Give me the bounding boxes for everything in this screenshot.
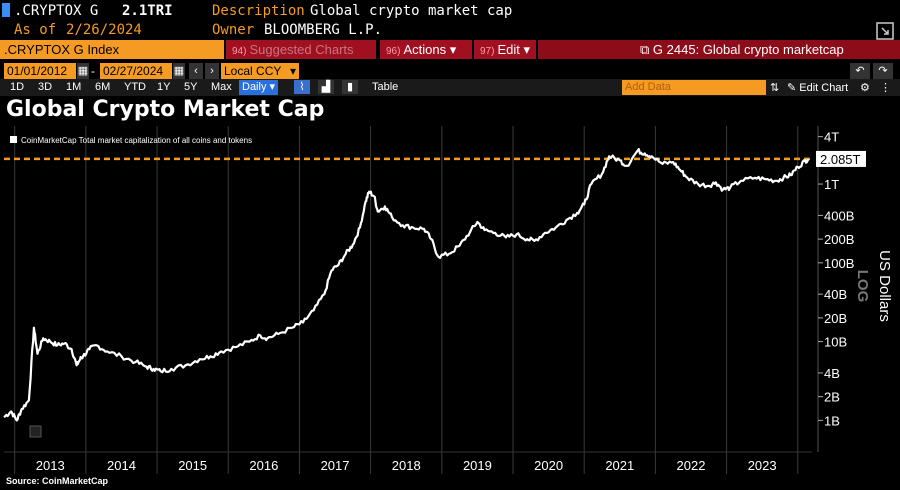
frequency-select[interactable]: Daily ▾ (239, 80, 279, 95)
legend-swatch (10, 136, 17, 143)
chart-type-arrows-icon[interactable]: ⇅ (770, 82, 780, 94)
next-period-button[interactable]: › (205, 63, 219, 79)
x-tick-label: 2016 (249, 458, 278, 473)
frequency-value: Daily (242, 81, 267, 93)
bar-chart-icon[interactable]: ▮ (342, 80, 358, 94)
y-tick-label: 40B (824, 287, 847, 302)
owner-value: BLOOMBERG L.P. (264, 22, 383, 38)
x-tick-label: 2018 (392, 458, 421, 473)
start-date-input[interactable]: 01/01/2012 (4, 63, 76, 79)
x-tick-label: 2017 (321, 458, 350, 473)
period-ytd[interactable]: YTD (124, 81, 146, 93)
last-value: 2.1TRI (122, 3, 173, 19)
period-1m[interactable]: 1M (66, 81, 82, 93)
x-tick-label: 2019 (463, 458, 492, 473)
prev-period-button[interactable]: ‹ (189, 63, 203, 79)
undo-icon[interactable]: ↶ (850, 63, 870, 79)
actions-button[interactable]: 96) Actions ▾ (380, 40, 472, 59)
series-line (3, 148, 810, 422)
external-link-icon: ⧉ (640, 42, 650, 57)
add-data-input[interactable]: Add Data (622, 80, 766, 95)
y-tick-label: 400B (824, 208, 854, 223)
y-tick-label: 4B (824, 366, 840, 381)
actions-label: Actions (403, 42, 447, 57)
edit-button[interactable]: 97) Edit ▾ (474, 40, 536, 59)
header-row-2: As of 2/26/2024 Owner BLOOMBERG L.P. (0, 21, 900, 40)
owner-label: Owner (212, 22, 255, 38)
x-tick-label: 2021 (605, 458, 634, 473)
ticker-marker (2, 3, 10, 17)
header-row-1: .CRYPTOX G 2.1TRI Description Global cry… (0, 2, 900, 21)
x-tick-label: 2015 (178, 458, 207, 473)
redo-icon[interactable]: ↷ (873, 63, 893, 79)
actions-dropdown-icon: ▾ (449, 42, 457, 57)
y-axis-label: US Dollars (876, 250, 893, 322)
last-value-label: 2.085T (820, 152, 861, 167)
end-date-input[interactable]: 02/27/2024 (100, 63, 172, 79)
y-tick-label: 2B (824, 390, 840, 405)
x-tick-label: 2013 (36, 458, 65, 473)
chart-ref-label: G 2445: Global crypto marketcap (652, 42, 844, 57)
period-5y[interactable]: 5Y (184, 81, 198, 93)
last-value-box (816, 150, 866, 167)
settings-icon[interactable]: ⚙ (860, 82, 870, 94)
source-note: Source: CoinMarketCap (6, 476, 109, 486)
chart-area: 2013 2014 2015 2016 2017 2018 2019 2020 2021 2022… (3, 126, 893, 474)
legend-label: CoinMarketCap Total market capitalizatio… (21, 136, 252, 145)
x-tick-label: 2022 (677, 458, 706, 473)
date-controls: 01/01/2012 ▦ - 02/27/2024 ▦ ‹ › Local CC… (0, 63, 900, 79)
y-tick-label: 200B (824, 232, 854, 247)
asof-value: 2/26/2024 (66, 22, 142, 38)
description-label: Description (212, 3, 305, 19)
edit-dropdown-icon: ▾ (523, 42, 531, 57)
index-field[interactable]: .CRYPTOX G Index (0, 40, 224, 59)
plot-background (4, 126, 812, 452)
chart-ref-bar (538, 40, 900, 59)
chart-title: Global Crypto Market Cap (6, 97, 325, 122)
table-button[interactable]: Table (372, 81, 399, 93)
x-tick-label: 2014 (107, 458, 136, 473)
y-tick-label: 100B (824, 256, 854, 271)
suggested-label: Suggested Charts (249, 42, 354, 57)
zoom-corner-icon (29, 425, 42, 438)
toolbar: .CRYPTOX G Index 94) Suggested Charts 96)… (0, 40, 900, 59)
end-calendar-icon[interactable]: ▦ (173, 63, 185, 79)
x-tick-label: 2020 (534, 458, 563, 473)
y-tick-label: 1B (824, 413, 840, 428)
more-icon[interactable]: ⋮ (880, 82, 891, 94)
actions-num: 96) (386, 46, 401, 57)
edit-label: Edit (497, 42, 520, 57)
y-tick-label: 20B (824, 311, 847, 326)
period-toolbar: 1D 3D 1M 6M YTD 1Y 5Y Max Daily ▾ ⌇ ▟ ▮ … (0, 79, 900, 96)
period-3d[interactable]: 3D (38, 81, 53, 93)
y-tick-label: 10B (824, 335, 847, 350)
start-calendar-icon[interactable]: ▦ (77, 63, 89, 79)
expand-window-icon[interactable] (876, 22, 894, 40)
ticker-label[interactable]: .CRYPTOX G (14, 3, 99, 19)
edit-chart-button[interactable]: ✎ Edit Chart (787, 82, 849, 94)
suggested-charts-button[interactable]: 94) Suggested Charts (226, 40, 376, 59)
x-tick-label: 2023 (748, 458, 777, 473)
line-chart-icon[interactable]: ⌇ (294, 80, 310, 94)
period-1y[interactable]: 1Y (157, 81, 171, 93)
y-tick-label: 1T (824, 177, 839, 192)
date-separator: - (91, 64, 95, 78)
area-chart-icon[interactable]: ▟ (318, 80, 334, 94)
edit-num: 97) (480, 46, 495, 57)
currency-select[interactable]: Local CCY ▾ (221, 63, 299, 79)
description-value: Global crypto market cap (310, 3, 513, 19)
asof-label: As of (14, 22, 57, 38)
currency-dropdown-icon: ▾ (289, 64, 296, 78)
period-6m[interactable]: 6M (95, 81, 111, 93)
log-scale-badge: LOG (854, 270, 871, 303)
y-tick-label: 4T (824, 130, 839, 145)
period-1d[interactable]: 1D (10, 81, 25, 93)
edit-chart-label: Edit Chart (799, 82, 849, 94)
currency-value: Local CCY (224, 64, 282, 78)
chart-ref[interactable]: ⧉ G 2445: Global crypto marketcap (640, 40, 844, 59)
suggested-num: 94) (232, 46, 247, 57)
period-max[interactable]: Max (211, 81, 232, 93)
